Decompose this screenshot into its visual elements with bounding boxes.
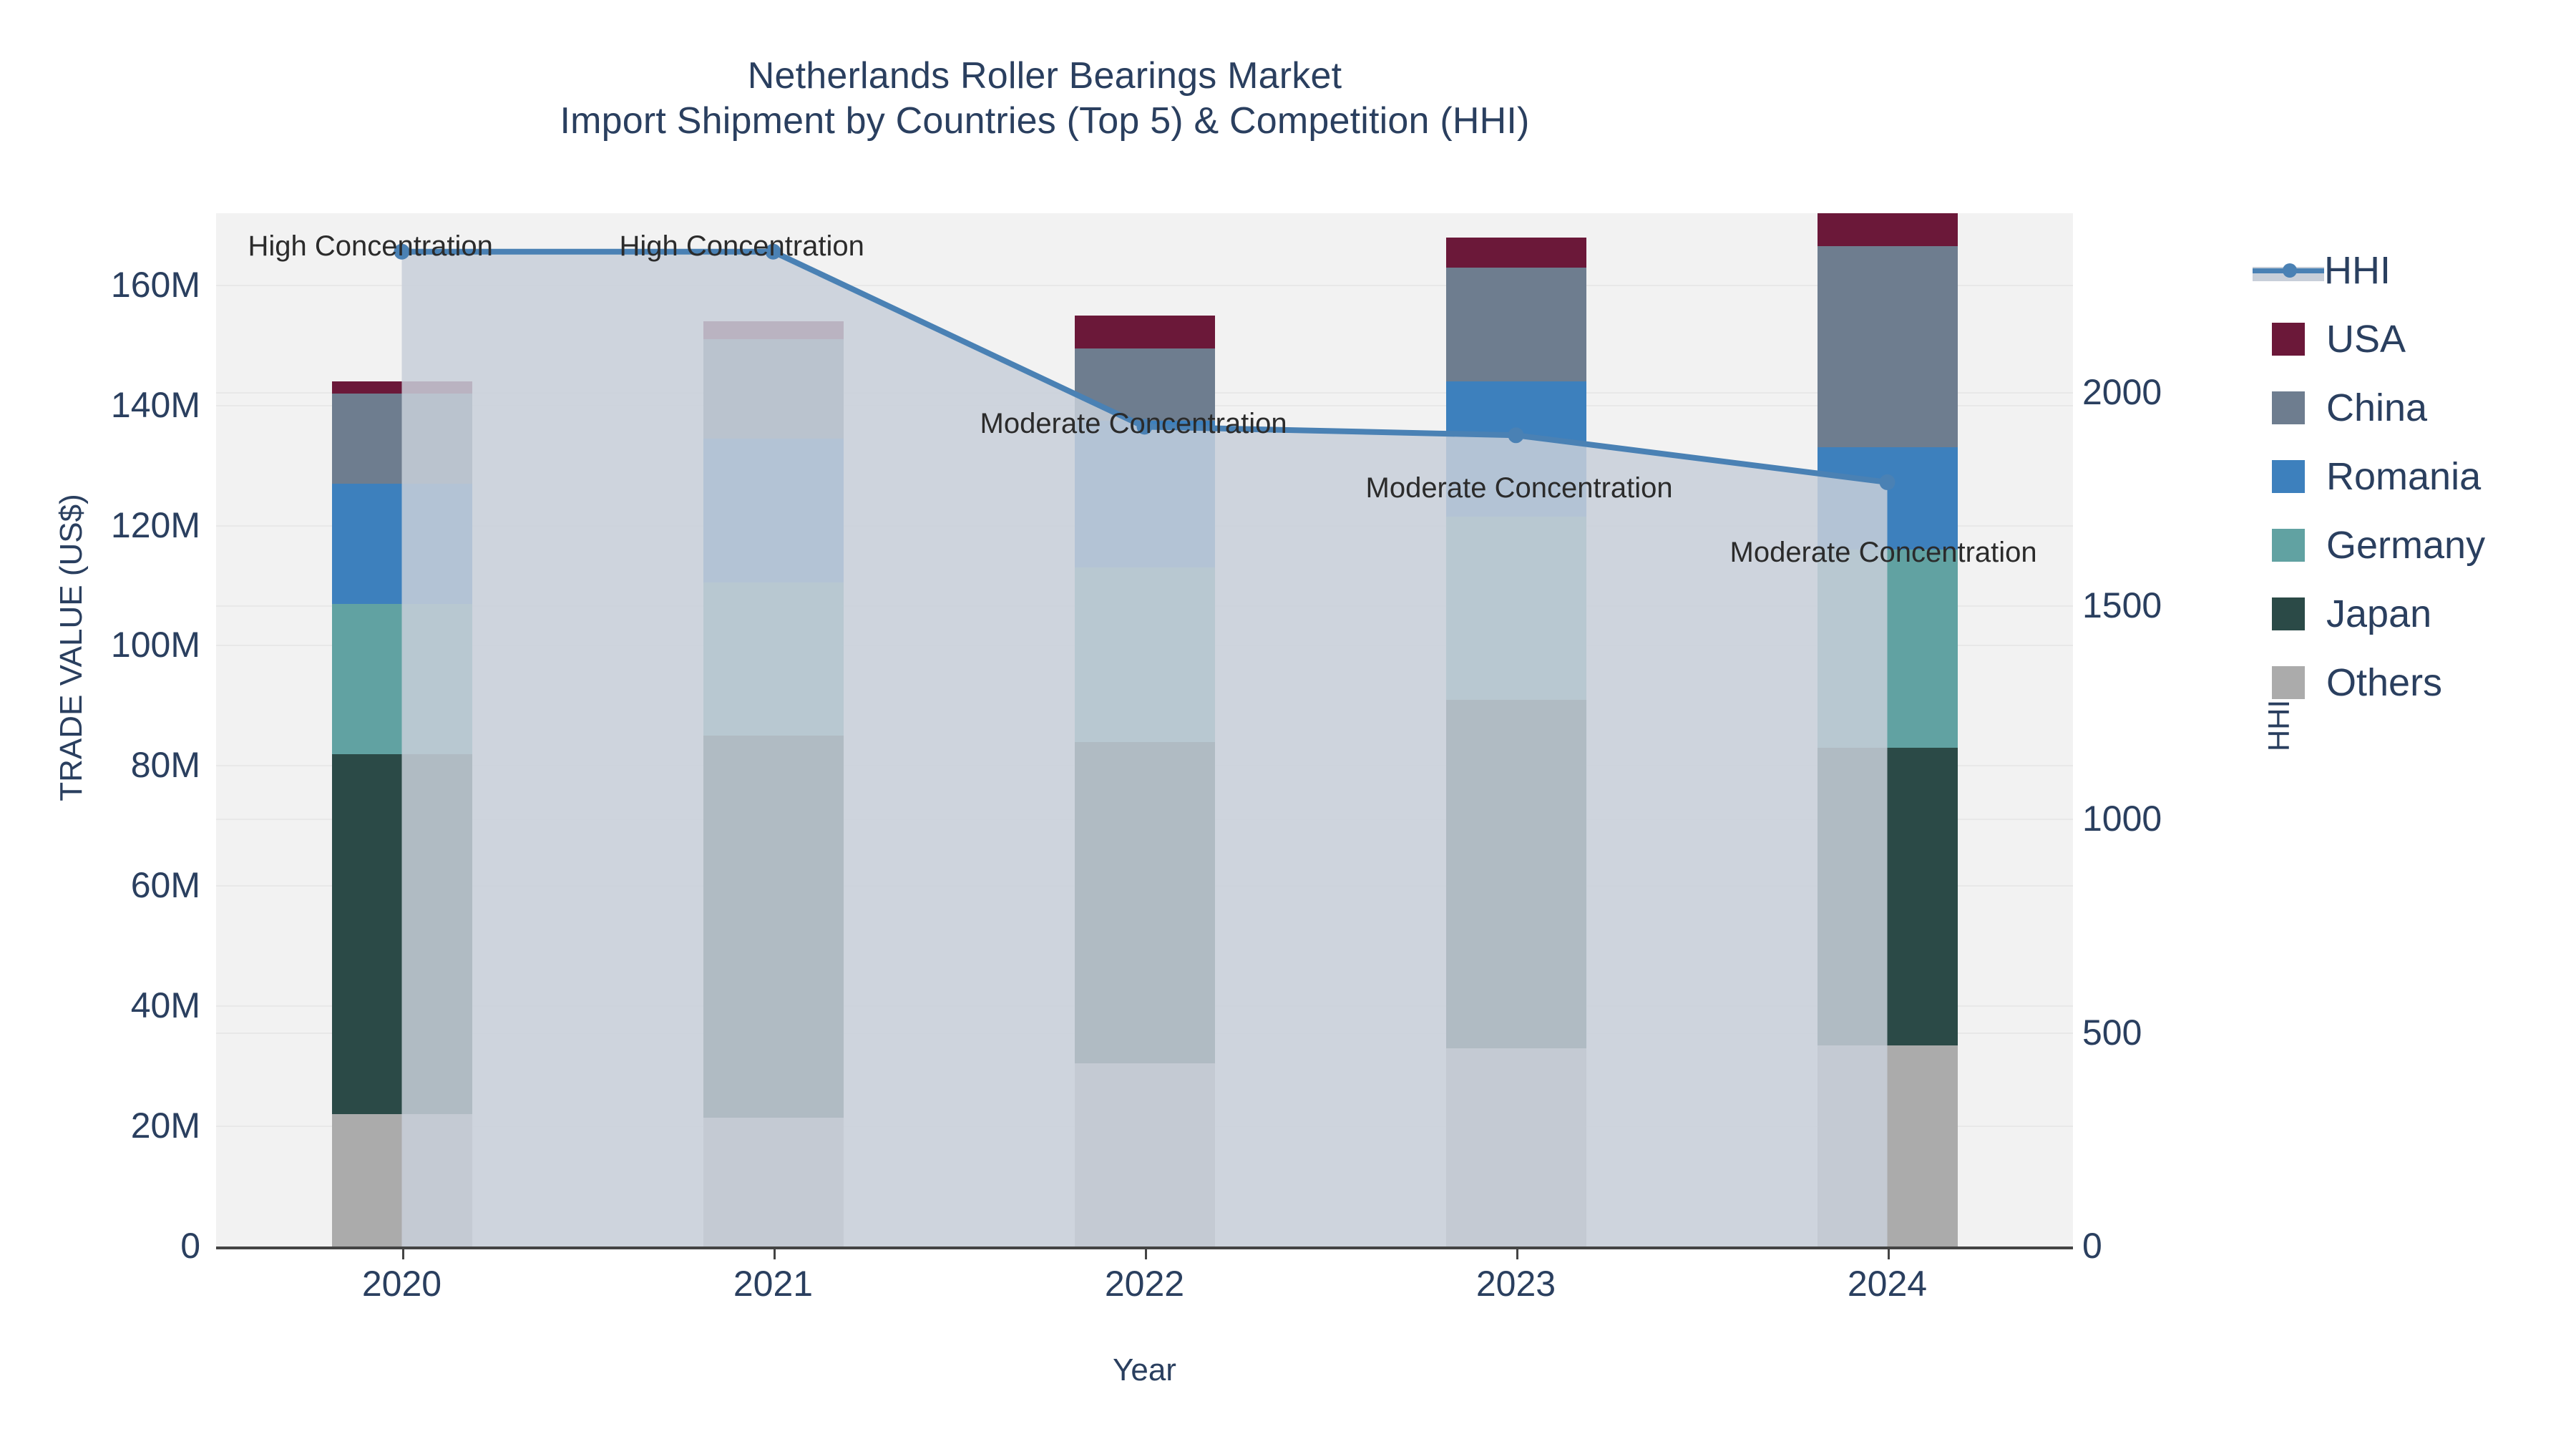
y-axis-left-tick-label: 40M bbox=[130, 985, 200, 1026]
y-axis-left-tick-label: 0 bbox=[180, 1226, 200, 1266]
x-axis-title: Year bbox=[1113, 1352, 1176, 1387]
legend-item-usa[interactable]: USA bbox=[2272, 305, 2572, 374]
y-axis-left-tick-label: 80M bbox=[130, 745, 200, 786]
bar-stack-2020[interactable] bbox=[331, 213, 472, 1246]
bar-segment-others[interactable] bbox=[331, 1114, 472, 1246]
legend-swatch-icon bbox=[2272, 323, 2305, 356]
bar-segment-germany[interactable] bbox=[331, 603, 472, 754]
bar-segment-japan[interactable] bbox=[1445, 700, 1586, 1048]
bar-segment-china[interactable] bbox=[703, 339, 844, 439]
legend-label: Others bbox=[2326, 661, 2443, 704]
x-tick-mark bbox=[1516, 1249, 1518, 1259]
y-axis-left-tick-label: 60M bbox=[130, 865, 200, 906]
bar-segment-china[interactable] bbox=[331, 393, 472, 484]
bar-segment-romania[interactable] bbox=[331, 483, 472, 604]
bar-stack-2021[interactable] bbox=[703, 213, 844, 1246]
bar-segment-germany[interactable] bbox=[1074, 567, 1215, 742]
y-axis-right-tick-label: 2000 bbox=[2082, 371, 2162, 412]
x-axis-tick-label-2020: 2020 bbox=[361, 1264, 442, 1304]
legend-swatch-icon bbox=[2272, 529, 2305, 562]
bar-segment-japan[interactable] bbox=[703, 736, 844, 1118]
annotation-2024: Moderate Concentration bbox=[1729, 537, 2037, 568]
y-axis-left-tick-label: 20M bbox=[130, 1106, 200, 1146]
bar-segment-romania[interactable] bbox=[1074, 420, 1215, 568]
bar-segment-usa[interactable] bbox=[1817, 213, 1958, 247]
legend-swatch-icon bbox=[2272, 460, 2305, 493]
legend: HHI USA China Romania Germany Japan Others bbox=[2253, 236, 2572, 717]
chart-title-line-2: Import Shipment by Countries (Top 5) & C… bbox=[560, 100, 1530, 142]
legend-label: HHI bbox=[2324, 249, 2391, 292]
bar-segment-japan[interactable] bbox=[1074, 741, 1215, 1063]
x-tick-mark bbox=[401, 1249, 404, 1259]
legend-item-china[interactable]: China bbox=[2272, 374, 2572, 442]
bar-segment-others[interactable] bbox=[703, 1117, 844, 1246]
bar-segment-china[interactable] bbox=[1445, 267, 1586, 382]
legend-item-others[interactable]: Others bbox=[2272, 648, 2572, 717]
x-axis-tick-label-2021: 2021 bbox=[733, 1264, 814, 1304]
legend-item-japan[interactable]: Japan bbox=[2272, 580, 2572, 648]
x-axis-tick-label-2024: 2024 bbox=[1847, 1264, 1928, 1304]
legend-label: China bbox=[2326, 386, 2428, 429]
hhi-line-swatch-icon bbox=[2253, 254, 2324, 287]
bar-segment-japan[interactable] bbox=[1817, 748, 1958, 1045]
y-axis-left-tick-label: 100M bbox=[110, 625, 200, 665]
x-axis-tick-label-2023: 2023 bbox=[1475, 1264, 1556, 1304]
legend-item-romania[interactable]: Romania bbox=[2272, 442, 2572, 511]
bar-segment-china[interactable] bbox=[1817, 246, 1958, 448]
annotation-2023: Moderate Concentration bbox=[1365, 472, 1673, 504]
bar-segment-romania[interactable] bbox=[1817, 447, 1958, 550]
bar-segment-others[interactable] bbox=[1817, 1045, 1958, 1246]
y-axis-right-tick-label: 1000 bbox=[2082, 799, 2162, 839]
y-axis-left-tick-label: 120M bbox=[110, 504, 200, 545]
plot-area bbox=[216, 213, 2073, 1246]
annotation-2021: High Concentration bbox=[619, 230, 864, 262]
x-axis-tick-label-2022: 2022 bbox=[1104, 1264, 1185, 1304]
y-axis-left-title: TRADE VALUE (US$) bbox=[54, 494, 89, 801]
y-axis-right-tick-label: 1500 bbox=[2082, 585, 2162, 625]
legend-item-hhi[interactable]: HHI bbox=[2253, 236, 2572, 305]
annotation-2022: Moderate Concentration bbox=[980, 408, 1287, 439]
x-tick-mark bbox=[773, 1249, 776, 1259]
bar-segment-germany[interactable] bbox=[1817, 550, 1958, 748]
legend-label: Romania bbox=[2326, 455, 2482, 498]
bar-segment-usa[interactable] bbox=[331, 381, 472, 394]
legend-label: Japan bbox=[2326, 592, 2432, 635]
chart-title-line-1: Netherlands Roller Bearings Market bbox=[747, 55, 1342, 97]
bar-segment-usa[interactable] bbox=[1445, 237, 1586, 268]
y-axis-right-tick-label: 0 bbox=[2082, 1226, 2102, 1266]
y-axis-left-tick-label: 160M bbox=[110, 264, 200, 305]
legend-label: USA bbox=[2326, 318, 2406, 361]
bar-segment-others[interactable] bbox=[1074, 1063, 1215, 1246]
y-axis-left-tick-label: 140M bbox=[110, 384, 200, 425]
bar-segment-japan[interactable] bbox=[331, 753, 472, 1115]
legend-swatch-icon bbox=[2272, 666, 2305, 699]
bar-segment-romania[interactable] bbox=[703, 438, 844, 583]
bar-segment-germany[interactable] bbox=[1445, 516, 1586, 701]
y-axis-right-tick-label: 500 bbox=[2082, 1012, 2142, 1053]
legend-swatch-icon bbox=[2272, 391, 2305, 424]
legend-swatch-icon bbox=[2272, 597, 2305, 630]
x-tick-mark bbox=[1887, 1249, 1890, 1259]
bar-segment-germany[interactable] bbox=[703, 582, 844, 736]
x-tick-mark bbox=[1144, 1249, 1147, 1259]
x-axis-line bbox=[216, 1246, 2073, 1249]
hhi-marker-icon bbox=[2283, 263, 2297, 278]
bar-stack-2023[interactable] bbox=[1445, 213, 1586, 1246]
bar-stack-2024[interactable] bbox=[1817, 213, 1958, 1246]
bar-stack-2022[interactable] bbox=[1074, 213, 1215, 1246]
legend-item-germany[interactable]: Germany bbox=[2272, 511, 2572, 580]
bar-segment-usa[interactable] bbox=[1074, 315, 1215, 348]
chart-title: Netherlands Roller Bearings Market Impor… bbox=[0, 54, 2089, 145]
bar-segment-usa[interactable] bbox=[703, 321, 844, 340]
bar-segment-others[interactable] bbox=[1445, 1048, 1586, 1246]
annotation-2020: High Concentration bbox=[248, 230, 493, 262]
legend-label: Germany bbox=[2326, 524, 2486, 567]
